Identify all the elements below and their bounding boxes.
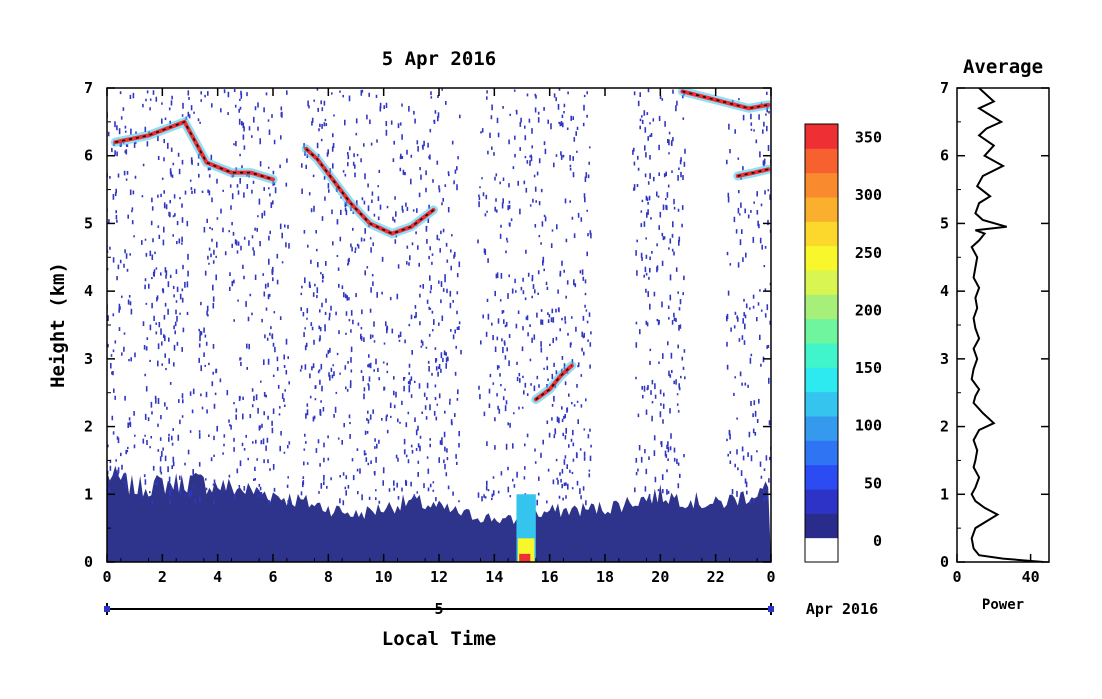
average-x-tick-label: 40 (1022, 568, 1040, 586)
colorbar-segment (805, 391, 838, 417)
date-axis (104, 603, 774, 615)
x-tick-label: 10 (375, 568, 393, 586)
colorbar-segment (805, 367, 838, 393)
x-tick-label: 0 (102, 568, 111, 586)
colorbar-tick-label: 100 (855, 417, 882, 435)
colorbar-tick-label: 250 (855, 244, 882, 262)
colorbar-segment (805, 221, 838, 247)
colorbar-segment (805, 489, 838, 514)
x-tick-label: 16 (541, 568, 559, 586)
average-y-tick-label: 6 (940, 147, 949, 165)
colorbar-segment (805, 440, 838, 466)
colorbar-segment (805, 318, 838, 344)
average-plot-frame (956, 87, 1050, 563)
x-tick-label: 12 (430, 568, 448, 586)
average-y-tick-label: 1 (940, 485, 949, 503)
average-y-tick-label: 0 (940, 553, 949, 571)
cloud-feature-3 (531, 361, 577, 404)
cloud-feature-1 (110, 116, 278, 184)
x-tick-label: 2 (158, 568, 167, 586)
average-chart-title: Average (963, 56, 1043, 78)
y-tick-label: 3 (84, 350, 93, 368)
colorbar-tick-label: 0 (873, 532, 882, 550)
average-profile-chart: Average 0 1 2 3 4 5 6 7 0 40 Power (940, 56, 1050, 613)
date-axis-day-label: 5 (434, 600, 443, 618)
average-y-tick-label: 4 (940, 282, 949, 300)
colorbar-segment (805, 172, 838, 198)
colorbar-tick-label: 200 (855, 301, 882, 319)
x-tick-label: 4 (213, 568, 222, 586)
y-tick-label: 2 (84, 418, 93, 436)
colorbar-tick-label: 350 (855, 129, 882, 147)
colorbar-segment (805, 513, 838, 539)
colorbar-segment (805, 245, 838, 271)
colorbar-segment (805, 537, 838, 563)
colorbar-tick-label: 150 (855, 359, 882, 377)
x-tick-label: 18 (596, 568, 614, 586)
colorbar-tick-label: 300 (855, 186, 882, 204)
y-axis-label: Height (km) (47, 262, 69, 388)
colorbar-segment (805, 416, 838, 441)
x-tick-label: 6 (268, 568, 277, 586)
y-tick-label: 1 (84, 485, 93, 503)
average-x-tick-label: 0 (952, 568, 961, 586)
date-axis-month-year: Apr 2016 (806, 600, 878, 618)
boundary-layer-region (107, 465, 771, 562)
colorbar-segment (805, 464, 838, 490)
average-x-axis-label: Power (982, 597, 1024, 613)
colorbar-segment (805, 124, 838, 149)
heatmap-cells (107, 88, 771, 562)
colorbar-segment (805, 148, 838, 174)
cloud-feature-5 (678, 88, 771, 113)
y-tick-label: 0 (84, 553, 93, 571)
average-y-tick-label: 3 (940, 350, 949, 368)
x-tick-label: 14 (485, 568, 503, 586)
y-tick-label: 4 (84, 282, 93, 300)
cloud-feature-4 (733, 164, 771, 181)
colorbar-segment (805, 343, 838, 368)
colorbar-segment (805, 197, 838, 222)
colorbar-tick-label: 50 (864, 474, 882, 492)
y-tick-label: 5 (84, 214, 93, 232)
x-tick-label: 22 (707, 568, 725, 586)
colorbar: 0 50 100 150 200 250 300 350 (804, 123, 882, 563)
colorbar-segment (805, 294, 838, 320)
x-tick-label: 0 (766, 568, 775, 586)
average-y-tick-label: 2 (940, 418, 949, 436)
average-power-line (970, 88, 1044, 562)
y-tick-label: 7 (84, 79, 93, 97)
x-axis-label: Local Time (382, 628, 496, 650)
average-y-tick-label: 7 (940, 79, 949, 97)
rain-column (516, 494, 536, 562)
cloud-feature-2 (301, 144, 438, 239)
main-chart-title: 5 Apr 2016 (382, 48, 496, 70)
y-tick-label: 6 (84, 147, 93, 165)
x-tick-label: 20 (651, 568, 669, 586)
colorbar-segment (805, 270, 838, 295)
average-y-tick-label: 5 (940, 214, 949, 232)
average-axes: 0 1 2 3 4 5 6 7 0 40 (940, 79, 1050, 586)
noise-speckles (107, 88, 771, 506)
x-tick-label: 8 (324, 568, 333, 586)
